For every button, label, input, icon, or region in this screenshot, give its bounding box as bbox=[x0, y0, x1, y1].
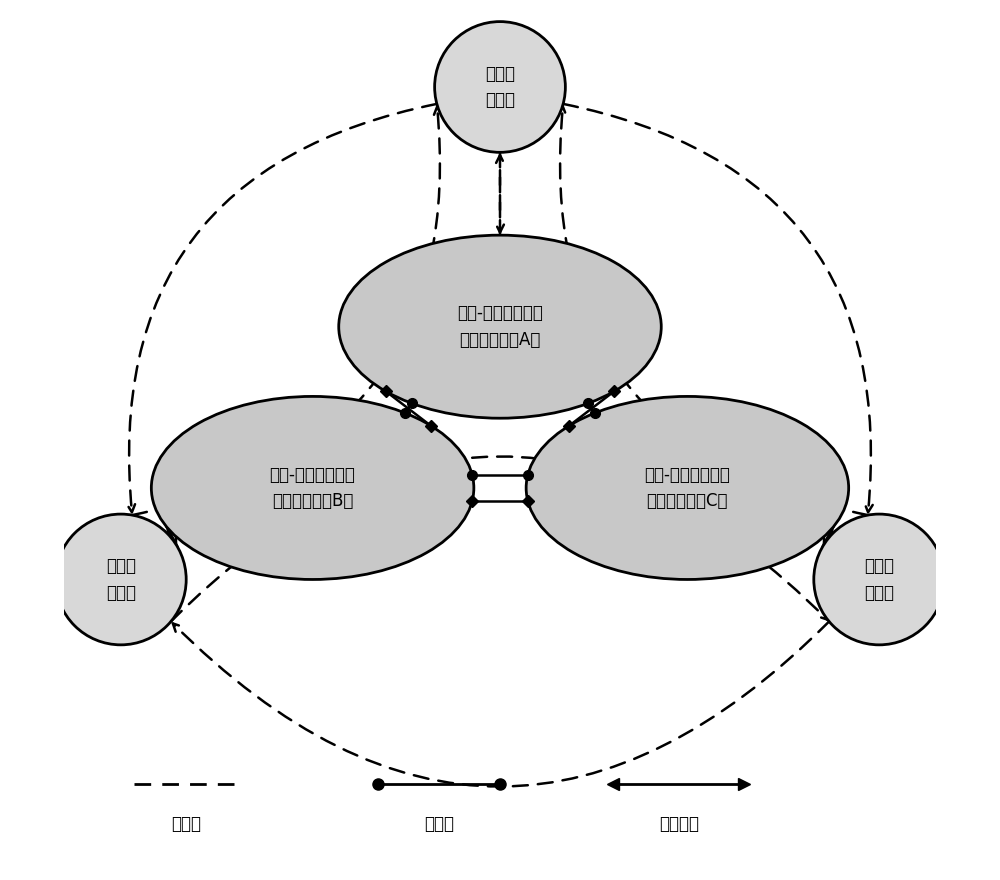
FancyArrowPatch shape bbox=[173, 621, 829, 787]
Text: 电力-天然气综合能
源系统（区域C）: 电力-天然气综合能 源系统（区域C） bbox=[644, 466, 730, 510]
FancyArrowPatch shape bbox=[558, 106, 868, 515]
Text: 区域调
度中心: 区域调 度中心 bbox=[864, 557, 894, 602]
Text: 电力流: 电力流 bbox=[424, 815, 454, 832]
Text: 信息流: 信息流 bbox=[171, 815, 201, 832]
Circle shape bbox=[814, 514, 945, 645]
FancyArrowPatch shape bbox=[127, 104, 437, 512]
Text: 电力-天然气综合能
源系统（区域A）: 电力-天然气综合能 源系统（区域A） bbox=[457, 304, 543, 348]
FancyArrowPatch shape bbox=[496, 155, 504, 235]
Ellipse shape bbox=[339, 235, 661, 418]
Ellipse shape bbox=[151, 396, 474, 579]
Text: 区域调
度中心: 区域调 度中心 bbox=[106, 557, 136, 602]
FancyArrowPatch shape bbox=[496, 152, 504, 232]
FancyArrowPatch shape bbox=[132, 106, 442, 515]
FancyArrowPatch shape bbox=[823, 529, 832, 546]
Text: 区域调
度中心: 区域调 度中心 bbox=[485, 65, 515, 109]
FancyArrowPatch shape bbox=[824, 526, 834, 545]
Text: 电力-天然气综合能
源系统（区域B）: 电力-天然气综合能 源系统（区域B） bbox=[270, 466, 356, 510]
FancyArrowPatch shape bbox=[171, 457, 827, 621]
FancyArrowPatch shape bbox=[563, 104, 873, 512]
FancyArrowPatch shape bbox=[168, 529, 177, 546]
Text: 天然气流: 天然气流 bbox=[659, 815, 699, 832]
Ellipse shape bbox=[526, 396, 849, 579]
Circle shape bbox=[55, 514, 186, 645]
Circle shape bbox=[435, 22, 565, 152]
FancyArrowPatch shape bbox=[166, 526, 176, 545]
